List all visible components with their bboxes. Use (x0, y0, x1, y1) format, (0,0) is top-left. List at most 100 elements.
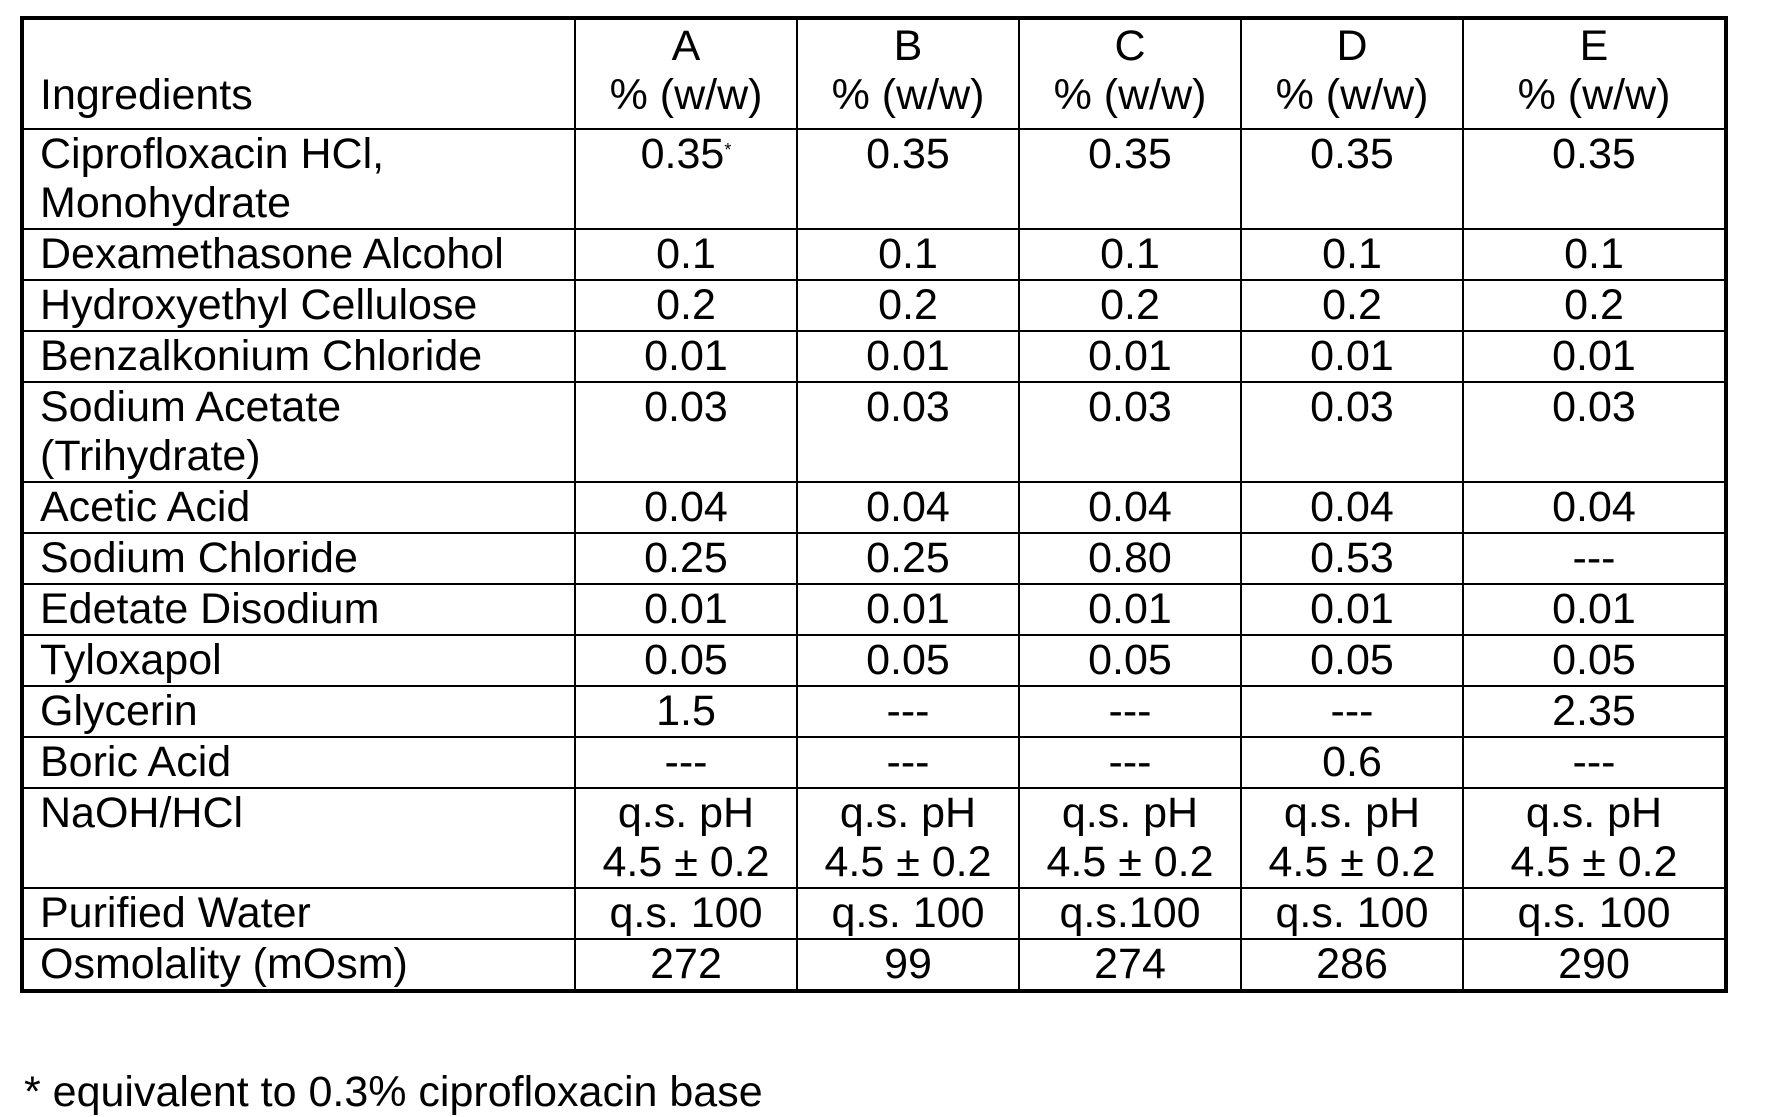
value-line: 0.01 (806, 332, 1010, 381)
value-cell: --- (797, 686, 1019, 737)
value-cell: 0.1 (1241, 229, 1463, 280)
value-line: --- (1028, 738, 1232, 787)
value-line: q.s. pH (1028, 789, 1232, 838)
ingredient-name-line: Purified Water (40, 889, 566, 938)
table-row: Dexamethasone Alcohol0.10.10.10.10.1 (22, 229, 1726, 280)
value-line: 0.04 (1250, 483, 1454, 532)
ingredient-name-line: Hydroxyethyl Cellulose (40, 281, 566, 330)
value-text: 0.05 (1088, 636, 1172, 684)
value-line: 0.2 (1250, 281, 1454, 330)
value-text: --- (1573, 738, 1616, 786)
ingredient-name-line: (Trihydrate) (40, 432, 566, 481)
value-text: 0.03 (644, 383, 728, 431)
value-cell: 0.01 (797, 331, 1019, 382)
value-cell: 0.35 (1463, 129, 1726, 229)
value-line: 1.5 (584, 687, 788, 736)
value-cell: --- (575, 737, 797, 788)
value-cell: q.s. pH4.5 ± 0.2 (797, 788, 1019, 888)
value-text: 0.2 (1564, 281, 1624, 329)
value-text: --- (887, 687, 930, 735)
value-cell: q.s. pH4.5 ± 0.2 (1463, 788, 1726, 888)
value-cell: --- (1463, 737, 1726, 788)
table-row: NaOH/HClq.s. pH4.5 ± 0.2q.s. pH4.5 ± 0.2… (22, 788, 1726, 888)
value-text: 0.2 (656, 281, 716, 329)
value-line: 0.03 (1472, 383, 1716, 432)
value-line: 0.04 (584, 483, 788, 532)
value-cell: 290 (1463, 939, 1726, 991)
value-text: 0.2 (878, 281, 938, 329)
value-cell: 0.03 (797, 382, 1019, 482)
table-body: Ciprofloxacin HCl,Monohydrate0.35*0.350.… (22, 129, 1726, 991)
value-text: --- (887, 738, 930, 786)
value-cell: 0.2 (575, 280, 797, 331)
value-text: 0.03 (1310, 383, 1394, 431)
value-cell: 0.1 (1019, 229, 1241, 280)
value-text: q.s. pH (1284, 789, 1420, 837)
ingredient-name-line: Acetic Acid (40, 483, 566, 532)
value-text: q.s. 100 (610, 889, 763, 937)
ingredient-name-line: Osmolality (mOsm) (40, 940, 566, 989)
value-text: 0.25 (644, 534, 728, 582)
value-text: 0.04 (866, 483, 950, 531)
value-cell: 0.2 (797, 280, 1019, 331)
ingredient-cell: Dexamethasone Alcohol (22, 229, 575, 280)
ingredient-name-line: NaOH/HCl (40, 789, 566, 838)
column-unit: % (w/w) (1250, 71, 1454, 120)
value-line: 0.35 (1250, 130, 1454, 179)
value-line: 0.35 (1472, 130, 1716, 179)
value-text: 272 (650, 940, 722, 988)
column-letter: C (1028, 22, 1232, 71)
value-text: 0.53 (1310, 534, 1394, 582)
value-cell: 0.03 (1019, 382, 1241, 482)
value-cell: 0.01 (1241, 331, 1463, 382)
value-text: q.s. 100 (1518, 889, 1671, 937)
ingredient-name-line: Benzalkonium Chloride (40, 332, 566, 381)
value-text: 0.01 (644, 332, 728, 380)
value-line: 0.01 (1028, 585, 1232, 634)
value-text: 1.5 (656, 687, 716, 735)
value-line: 0.2 (1472, 281, 1716, 330)
value-line: 0.03 (584, 383, 788, 432)
value-cell: 272 (575, 939, 797, 991)
table-row: Osmolality (mOsm)27299274286290 (22, 939, 1726, 991)
ingredient-name-line: Sodium Chloride (40, 534, 566, 583)
value-line: 0.6 (1250, 738, 1454, 787)
value-text: 0.05 (644, 636, 728, 684)
value-text: --- (1109, 738, 1152, 786)
value-text: 0.1 (878, 230, 938, 278)
value-cell: 0.25 (575, 533, 797, 584)
value-cell: 0.35 (1241, 129, 1463, 229)
value-text: --- (665, 738, 708, 786)
value-cell: 0.53 (1241, 533, 1463, 584)
value-cell: 99 (797, 939, 1019, 991)
ingredient-name-line: Glycerin (40, 687, 566, 736)
value-text: 0.35 (1088, 130, 1172, 178)
column-header-c: C % (w/w) (1019, 18, 1241, 129)
value-cell: 0.35 (1019, 129, 1241, 229)
ingredient-cell: Osmolality (mOsm) (22, 939, 575, 991)
column-header-e: E % (w/w) (1463, 18, 1726, 129)
value-cell: 0.25 (797, 533, 1019, 584)
value-text: 0.6 (1322, 738, 1382, 786)
ingredient-name-line: Tyloxapol (40, 636, 566, 685)
value-cell: 0.05 (797, 635, 1019, 686)
ingredient-cell: Acetic Acid (22, 482, 575, 533)
ingredient-cell: Edetate Disodium (22, 584, 575, 635)
value-text: 0.01 (1088, 332, 1172, 380)
value-line: 0.03 (1250, 383, 1454, 432)
value-text: 0.01 (1310, 585, 1394, 633)
table-row: Benzalkonium Chloride0.010.010.010.010.0… (22, 331, 1726, 382)
table-row: Edetate Disodium0.010.010.010.010.01 (22, 584, 1726, 635)
value-cell: --- (1463, 533, 1726, 584)
value-line: 0.03 (1028, 383, 1232, 432)
value-line: 0.35* (584, 130, 788, 179)
value-cell: q.s. 100 (797, 888, 1019, 939)
value-line: 286 (1250, 940, 1454, 989)
value-line: 2.35 (1472, 687, 1716, 736)
value-line: 0.01 (1472, 585, 1716, 634)
value-text: 4.5 ± 0.2 (1510, 838, 1677, 886)
value-cell: 0.80 (1019, 533, 1241, 584)
table-row: Purified Waterq.s. 100q.s. 100q.s.100q.s… (22, 888, 1726, 939)
value-text: q.s. pH (1062, 789, 1198, 837)
ingredient-cell: Glycerin (22, 686, 575, 737)
